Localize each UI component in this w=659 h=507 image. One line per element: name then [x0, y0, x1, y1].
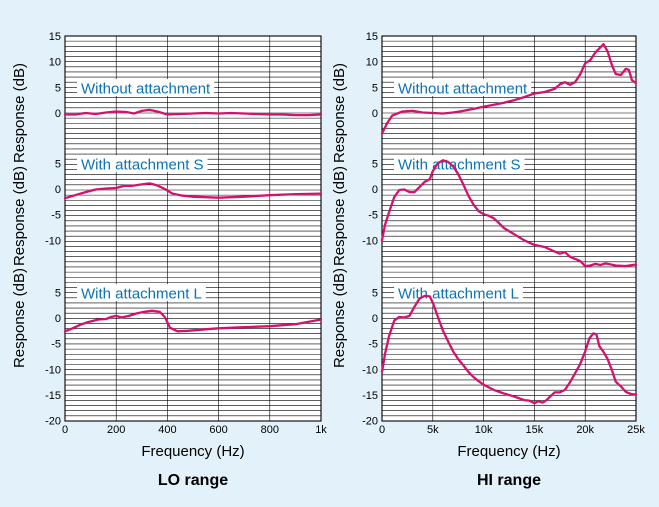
y-tick-label: -5	[51, 210, 61, 222]
y-tick-label: 15	[366, 31, 378, 43]
series-label-bg	[77, 155, 208, 172]
x-axis-label: Frequency (Hz)	[141, 443, 244, 460]
y-tick-label: 0	[55, 313, 61, 325]
y-tick-label: -20	[362, 416, 378, 428]
y-tick-label: 5	[55, 82, 61, 94]
x-tick-label: 10k	[475, 424, 493, 436]
chart-caption: LO range	[158, 472, 228, 489]
x-axis-label: Frequency (Hz)	[457, 443, 560, 460]
x-tick-label: 1k	[315, 424, 327, 436]
y-tick-label: 0	[55, 184, 61, 196]
y-tick-label: -10	[362, 235, 378, 247]
y-tick-label: 0	[372, 184, 378, 196]
series-label: With attachment S	[81, 157, 204, 174]
y-tick-label: -10	[362, 364, 378, 376]
y-tick-label: -20	[45, 416, 61, 428]
y-tick-label: -15	[45, 390, 61, 402]
series-line	[380, 159, 638, 268]
series-line	[63, 108, 323, 117]
series-label: With attachment S	[398, 157, 521, 174]
x-tick-label: 200	[107, 424, 125, 436]
y-tick-label: 15	[49, 31, 61, 43]
x-tick-label: 400	[158, 424, 176, 436]
plot-area	[65, 36, 321, 421]
y-tick-label: 10	[366, 57, 378, 69]
x-tick-label: 600	[209, 424, 227, 436]
y-tick-label: 5	[55, 287, 61, 299]
plot-frame	[381, 35, 637, 422]
y-tick-label: -10	[45, 364, 61, 376]
y-tick-label: -10	[45, 235, 61, 247]
y-axis-label: Response (dB)	[11, 166, 28, 266]
x-tick-label: 800	[261, 424, 279, 436]
y-axis-label: Response (dB)	[11, 268, 28, 368]
series-line	[380, 43, 638, 135]
y-tick-label: -5	[368, 339, 378, 351]
y-tick-label: 5	[372, 158, 378, 170]
y-tick-label: -15	[362, 390, 378, 402]
y-tick-label: 5	[372, 287, 378, 299]
x-tick-label: 20k	[576, 424, 594, 436]
y-axis-label: Response (dB)	[11, 63, 28, 163]
y-tick-label: -5	[51, 339, 61, 351]
series-label-bg	[77, 284, 206, 301]
y-tick-label: -5	[368, 210, 378, 222]
y-tick-label: 5	[372, 82, 378, 94]
y-axis-label: Response (dB)	[331, 166, 348, 266]
series-line	[63, 309, 323, 333]
series-label-bg	[394, 79, 532, 96]
chart-caption: HI range	[477, 472, 541, 489]
y-tick-label: 10	[49, 57, 61, 69]
plot-area	[382, 36, 636, 421]
y-tick-label: 0	[372, 313, 378, 325]
y-axis-label: Response (dB)	[331, 63, 348, 163]
series-line	[380, 294, 638, 405]
series-label: With attachment L	[398, 286, 519, 303]
plot-frame	[64, 35, 322, 422]
x-tick-label: 5k	[427, 424, 439, 436]
y-tick-label: 0	[372, 108, 378, 120]
series-label: Without attachment	[398, 81, 528, 98]
series-label: With attachment L	[81, 286, 202, 303]
y-axis-label: Response (dB)	[331, 268, 348, 368]
series-label: Without attachment	[81, 81, 211, 98]
y-tick-label: 0	[55, 108, 61, 120]
x-tick-label: 15k	[526, 424, 544, 436]
x-tick-label: 0	[62, 424, 68, 436]
x-tick-label: 0	[379, 424, 385, 436]
y-tick-label: 5	[55, 158, 61, 170]
x-tick-label: 25k	[627, 424, 645, 436]
series-label-bg	[77, 79, 215, 96]
series-label-bg	[394, 155, 525, 172]
series-line	[63, 182, 323, 200]
